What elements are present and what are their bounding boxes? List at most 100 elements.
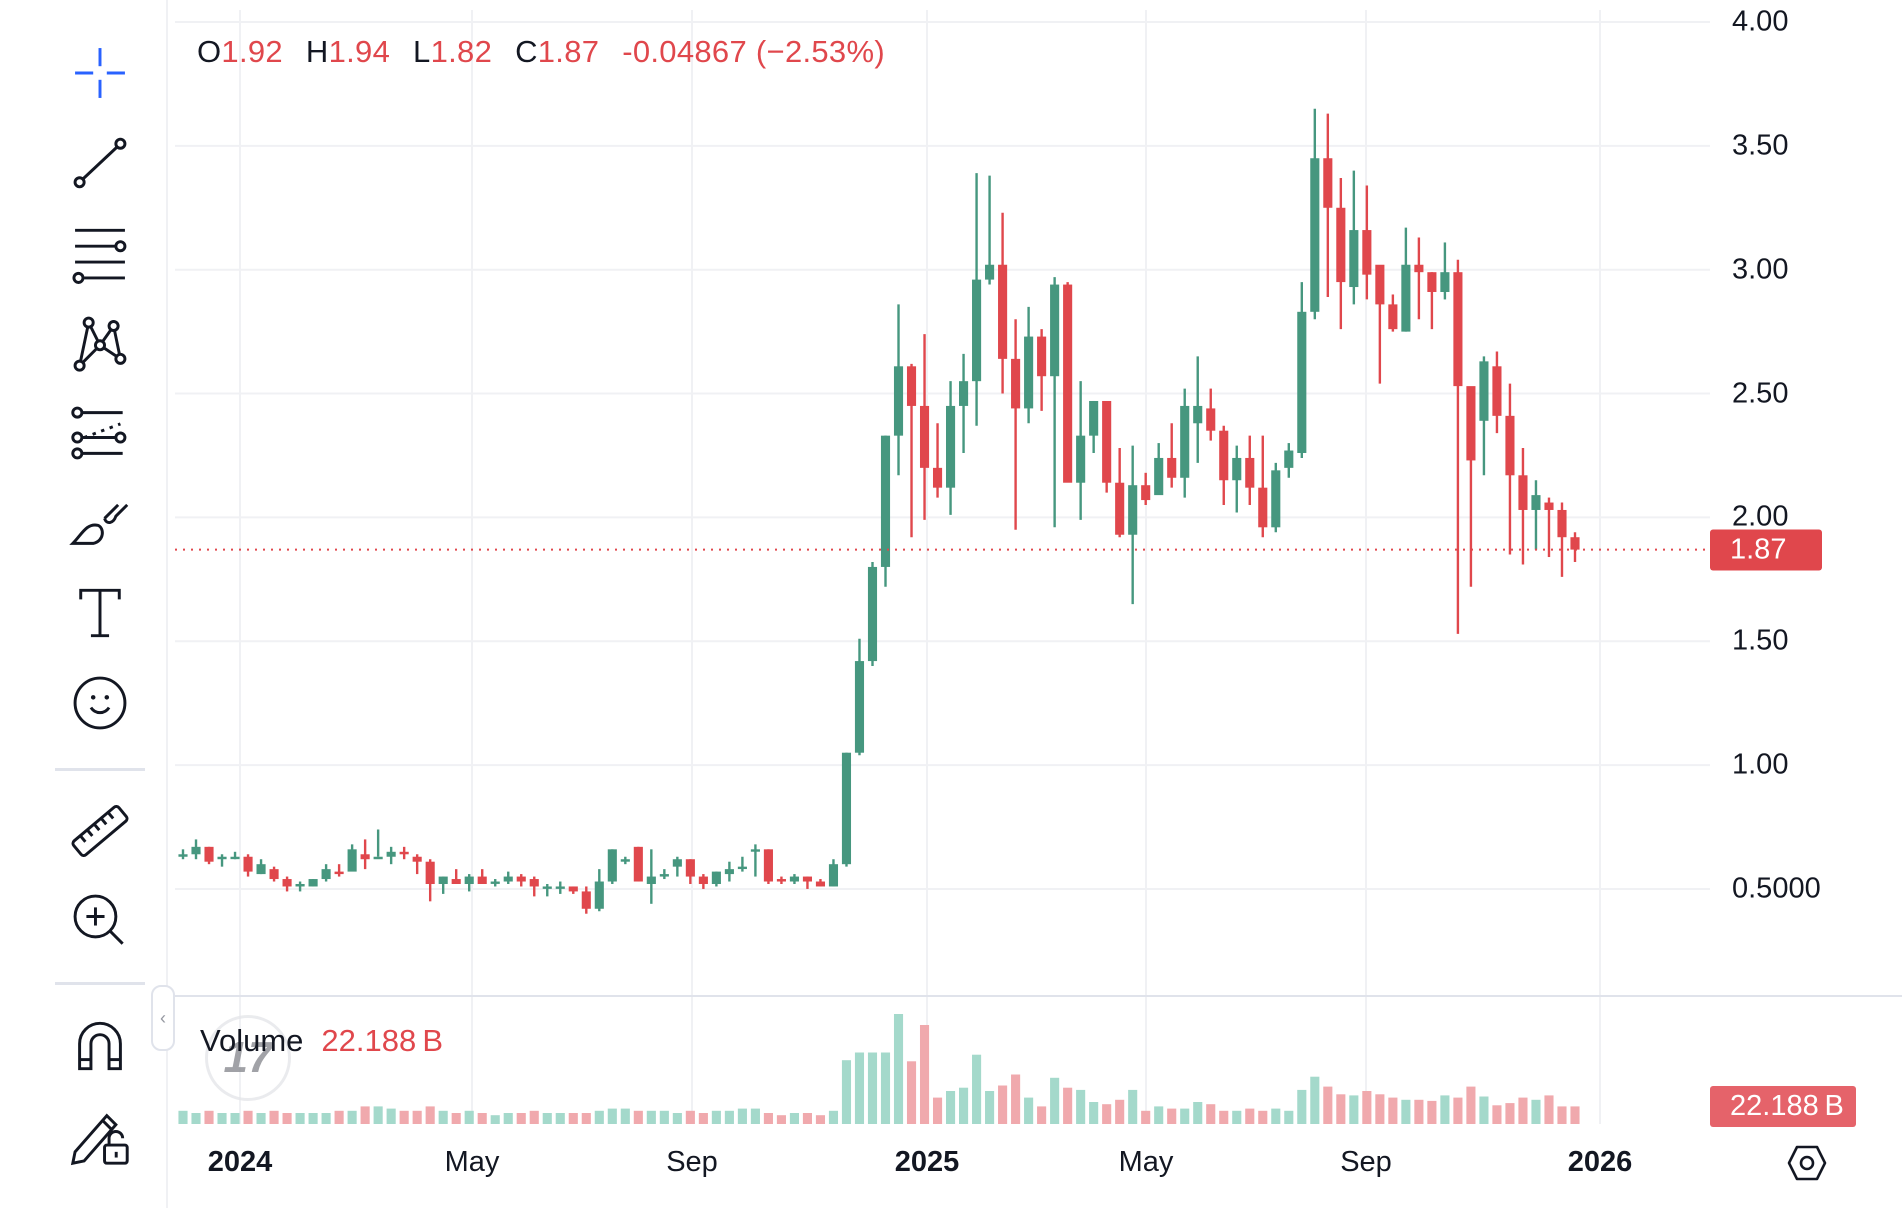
volume-bar — [1349, 1095, 1359, 1124]
candle-body — [1245, 457, 1255, 488]
volume-bar — [646, 1110, 656, 1124]
volume-bar — [893, 1014, 904, 1124]
candle-body — [776, 879, 786, 882]
time-axis-label: 2026 — [1567, 1146, 1633, 1178]
measure-tool[interactable] — [50, 793, 150, 869]
volume-bar — [1323, 1086, 1333, 1124]
candle-body — [1297, 311, 1307, 453]
volume-bar — [828, 1110, 839, 1124]
volume-bar — [880, 1052, 891, 1124]
candle-body — [959, 381, 969, 406]
volume-bar — [1531, 1099, 1541, 1124]
volume-bar — [516, 1113, 526, 1124]
price-axis-label: 4.00 — [1732, 5, 1789, 38]
volume-bar — [1076, 1089, 1086, 1124]
volume-bar — [581, 1113, 591, 1124]
volume-bar — [425, 1106, 435, 1124]
volume-bar — [711, 1110, 721, 1124]
volume-bar — [1102, 1104, 1112, 1124]
high-key: H — [305, 34, 329, 69]
candle-body — [1141, 485, 1151, 501]
candle-body — [490, 881, 500, 884]
price-axis-label: 1.50 — [1732, 624, 1789, 657]
fib-retracement-tool[interactable] — [50, 215, 150, 291]
candle-body — [880, 435, 891, 567]
volume-bar — [1128, 1089, 1138, 1124]
candle-body — [1440, 272, 1450, 292]
candle-body — [1219, 430, 1229, 481]
volume-bar — [204, 1110, 214, 1124]
candle-body — [1453, 272, 1463, 387]
price-axis-label: 3.50 — [1732, 129, 1789, 162]
candle-body — [1492, 366, 1502, 416]
candle-body — [985, 264, 995, 280]
candle-body — [1570, 537, 1580, 550]
time-axis-label: May — [444, 1146, 500, 1178]
volume-bar — [1570, 1106, 1580, 1124]
volume-bar — [1024, 1097, 1034, 1124]
text-icon — [79, 588, 121, 638]
candle-body — [867, 566, 878, 662]
magnet-icon — [78, 1021, 122, 1071]
candle-body — [841, 752, 852, 865]
candle-body — [1115, 482, 1125, 535]
change-value: -0.04867 (−2.53%) — [622, 34, 885, 69]
emoji-tool[interactable] — [50, 665, 150, 741]
volume-value: 22.188 B — [321, 1023, 444, 1058]
volume-bar — [1206, 1104, 1216, 1124]
volume-bar — [763, 1113, 773, 1124]
candle-body — [711, 871, 721, 884]
candle-body — [529, 879, 539, 887]
forecast-tool[interactable] — [50, 395, 150, 471]
volume-bar — [529, 1110, 539, 1124]
price-axis-label: 3.00 — [1732, 253, 1789, 286]
volume-bar — [477, 1113, 487, 1124]
toolbar-divider — [55, 768, 145, 771]
volume-bar — [1375, 1094, 1385, 1124]
candle-body — [1518, 475, 1528, 510]
volume-bar — [1427, 1100, 1437, 1124]
volume-bar — [1297, 1089, 1307, 1124]
tradingview-logo[interactable]: 17 — [205, 1015, 291, 1101]
volume-bar — [542, 1113, 552, 1124]
candle-body — [1557, 509, 1567, 538]
xabcd-pattern-icon — [73, 316, 127, 372]
candle-body — [1401, 264, 1411, 332]
candle-body — [230, 856, 240, 860]
volume-bar — [1414, 1099, 1424, 1124]
volume-bar — [1115, 1099, 1125, 1124]
candle-body — [1206, 408, 1216, 431]
volume-bar — [998, 1085, 1008, 1124]
volume-bar — [347, 1110, 357, 1124]
text-tool[interactable] — [50, 575, 150, 651]
candle-body — [698, 876, 708, 884]
zoom-in-tool[interactable] — [50, 883, 150, 959]
low-value: 1.82 — [430, 34, 493, 69]
candle-body — [1154, 457, 1164, 496]
trend-line-tool[interactable] — [50, 125, 150, 201]
candle-body — [1479, 361, 1489, 421]
candle-body — [607, 849, 617, 882]
time-axis-label: May — [1118, 1146, 1174, 1178]
crosshair-tool[interactable] — [50, 35, 150, 111]
volume-bar — [789, 1113, 799, 1124]
volume-bar — [1466, 1086, 1476, 1124]
volume-bar — [1479, 1096, 1489, 1124]
patterns-tool[interactable] — [50, 305, 150, 381]
volume-bar — [334, 1110, 344, 1124]
high-value: 1.94 — [328, 34, 391, 69]
lock-drawings-tool[interactable] — [50, 1098, 150, 1174]
volume-bar — [1063, 1087, 1073, 1124]
volume-bar — [1492, 1105, 1502, 1124]
brush-tool[interactable] — [50, 485, 150, 561]
collapse-toolbar-button[interactable]: ‹ — [151, 985, 175, 1051]
magnet-tool[interactable] — [50, 1008, 150, 1084]
candle-body — [972, 279, 982, 382]
settings-icon[interactable] — [1787, 1143, 1827, 1183]
volume-bar — [1505, 1103, 1515, 1124]
candle-body — [360, 854, 370, 860]
volume-bar — [1258, 1110, 1268, 1124]
smiley-icon — [73, 676, 127, 730]
